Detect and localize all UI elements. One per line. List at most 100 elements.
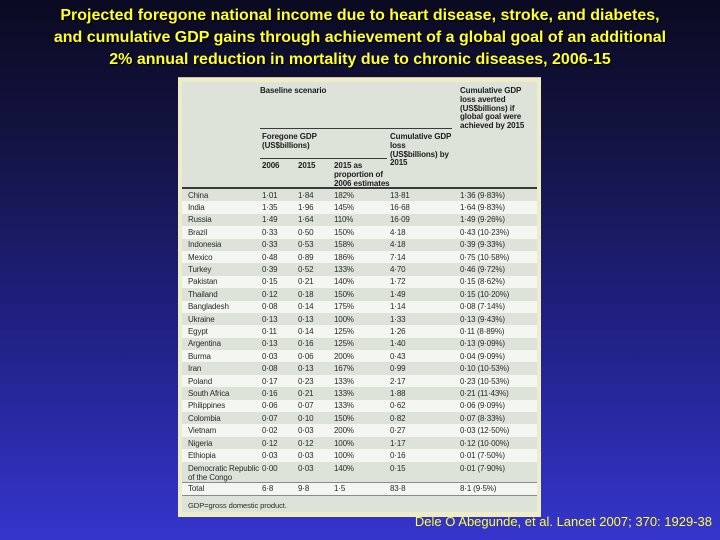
cell-2006: 0·13 [262,314,278,324]
table-row: Mexico 0·48 0·89 186% 7·14 0·75 (10·58%) [182,250,537,264]
cell-2006: 0·03 [262,450,278,460]
cell-proportion: 133% [334,401,354,411]
cell-cumulative-loss: 16·68 [390,203,410,213]
cell-cumulative-loss: 7·14 [390,252,406,262]
cell-2015: 0·52 [298,265,314,275]
cell-proportion: 150% [334,289,354,299]
table-row: Ethiopia 0·03 0·03 100% 0·16 0·01 (7·50%) [182,449,537,462]
cell-loss-averted: 0·06 (9·09%) [460,401,505,411]
slide-title: Projected foregone national income due t… [0,5,720,71]
cell-2006: 0·12 [262,438,278,448]
cell-2006: 1·35 [262,203,278,213]
cell-proportion: 140% [334,463,354,473]
cell-proportion: 133% [334,388,354,398]
cell-proportion: 150% [334,413,354,423]
table-row: India 1·35 1·96 145% 16·68 1·64 (9·83%) [182,201,537,214]
table-row: Ukraine 0·13 0·13 100% 1·33 0·13 (9·43%) [182,312,537,326]
cell-loss-averted: 1·36 (9·83%) [460,190,505,200]
cell-cumulative-loss: 0·15 [390,463,406,473]
cell-cumulative-loss: 0·16 [390,450,406,460]
cell-proportion: 125% [334,339,354,349]
cell-2015: 0·07 [298,401,314,411]
cell-country: Democratic Republic of the Congo [188,463,259,482]
table-row: Burma 0·03 0·06 200% 0·43 0·04 (9·09%) [182,350,537,363]
cell-cumulative-loss: 1·72 [390,277,406,287]
cell-loss-averted: 0·39 (9·33%) [460,240,505,250]
cell-cumulative-loss: 1·14 [390,302,406,312]
cell-2015: 0·18 [298,289,314,299]
cell-cumulative-loss: 1·26 [390,326,406,336]
cell-2006: 0·17 [262,376,278,386]
table-row: Poland 0·17 0·23 133% 2·17 0·23 (10·53%) [182,374,537,388]
cell-loss-averted: 0·01 (7·50%) [460,450,505,460]
cell-proportion: 200% [334,351,354,361]
cell-cumulative-loss: 0·82 [390,413,406,423]
cell-2006: 0·33 [262,240,278,250]
lancet-table: Baseline scenario Cumulative GDP loss av… [182,82,537,512]
cell-country: Thailand [188,289,218,299]
table-row: China 1·01 1·84 182% 13·81 1·36 (9·83%) [182,189,537,202]
cell-2006: 0·33 [262,227,278,237]
cell-country: Indonesia [188,240,222,250]
table-header: Baseline scenario Cumulative GDP loss av… [182,82,537,189]
cell-proportion: 133% [334,265,354,275]
cell-proportion: 1·5 [334,484,346,494]
rule-under-baseline [260,128,452,129]
cell-2015: 0·14 [298,302,314,312]
cell-2015: 1·64 [298,215,314,225]
title-line-1: Projected foregone national income due t… [60,7,660,24]
cell-cumulative-loss: 4·18 [390,240,406,250]
cell-country: Burma [188,351,211,361]
cell-2015: 0·14 [298,326,314,336]
cell-2006: 0·12 [262,289,278,299]
cell-proportion: 110% [334,215,354,225]
citation: Dele O Abegunde, et al. Lancet 2007; 370… [414,514,712,529]
cell-country: Vietnam [188,426,217,436]
header-gdp-loss-averted: Cumulative GDP loss averted (US$billions… [460,86,525,131]
cell-loss-averted: 0·13 (9·09%) [460,339,505,349]
cell-proportion: 150% [334,227,354,237]
table-row: Pakistan 0·15 0·21 140% 1·72 0·15 (8·62%) [182,275,537,289]
table-row: Democratic Republic of the Congo 0·00 0·03… [182,461,537,482]
cell-2006: 0·11 [262,326,277,336]
cell-loss-averted: 0·03 (12·50%) [460,426,510,436]
table-footnote: GDP=gross domestic product. [188,500,287,510]
cell-2015: 0·13 [298,314,314,324]
cell-loss-averted: 0·04 (9·09%) [460,351,505,361]
table-panel: Baseline scenario Cumulative GDP loss av… [178,77,541,517]
cell-loss-averted: 0·12 (10·00%) [460,438,510,448]
cell-proportion: 175% [334,302,354,312]
cell-proportion: 145% [334,203,354,213]
table-row: Philippines 0·06 0·07 133% 0·62 0·06 (9·09%) [182,399,537,413]
cell-country: Egypt [188,326,208,336]
cell-loss-averted: 0·10 (10·53%) [460,364,510,374]
cell-2006: 1·01 [262,190,278,200]
cell-country: Pakistan [188,277,218,287]
cell-country: Ethiopia [188,450,216,460]
header-col-proportion: 2015 as proportion of 2006 estimates [334,161,390,188]
cell-2006: 1·49 [262,215,278,225]
cell-country: Iran [188,364,202,374]
cell-country: Nigeria [188,438,213,448]
cell-cumulative-loss: 1·49 [390,289,406,299]
cell-country: China [188,190,209,200]
cell-2006: 0·08 [262,364,278,374]
table-row: Vietnam 0·02 0·03 200% 0·27 0·03 (12·50%) [182,424,537,437]
cell-country: Brazil [188,227,208,237]
cell-loss-averted: 0·01 (7·90%) [460,463,505,473]
cell-country: Argentina [188,339,221,349]
cell-loss-averted: 0·07 (8·33%) [460,413,505,423]
cell-country: Poland [188,376,213,386]
table-row: Nigeria 0·12 0·12 100% 1·17 0·12 (10·00%) [182,436,537,450]
table-row: Indonesia 0·33 0·53 158% 4·18 0·39 (9·33%) [182,238,537,251]
cell-loss-averted: 0·15 (8·62%) [460,277,505,287]
cell-cumulative-loss: 2·17 [390,376,406,386]
cell-2015: 0·03 [298,463,314,473]
cell-cumulative-loss: 4·18 [390,227,406,237]
cell-2015: 0·89 [298,252,314,262]
cell-2006: 0·00 [262,463,278,473]
header-cumulative-gdp-loss: Cumulative GDP loss (US$billions) by 201… [390,132,452,168]
cell-cumulative-loss: 0·27 [390,426,406,436]
table-row: South Africa 0·16 0·21 133% 1·88 0·21 (11·43%… [182,387,537,400]
cell-proportion: 100% [334,314,354,324]
